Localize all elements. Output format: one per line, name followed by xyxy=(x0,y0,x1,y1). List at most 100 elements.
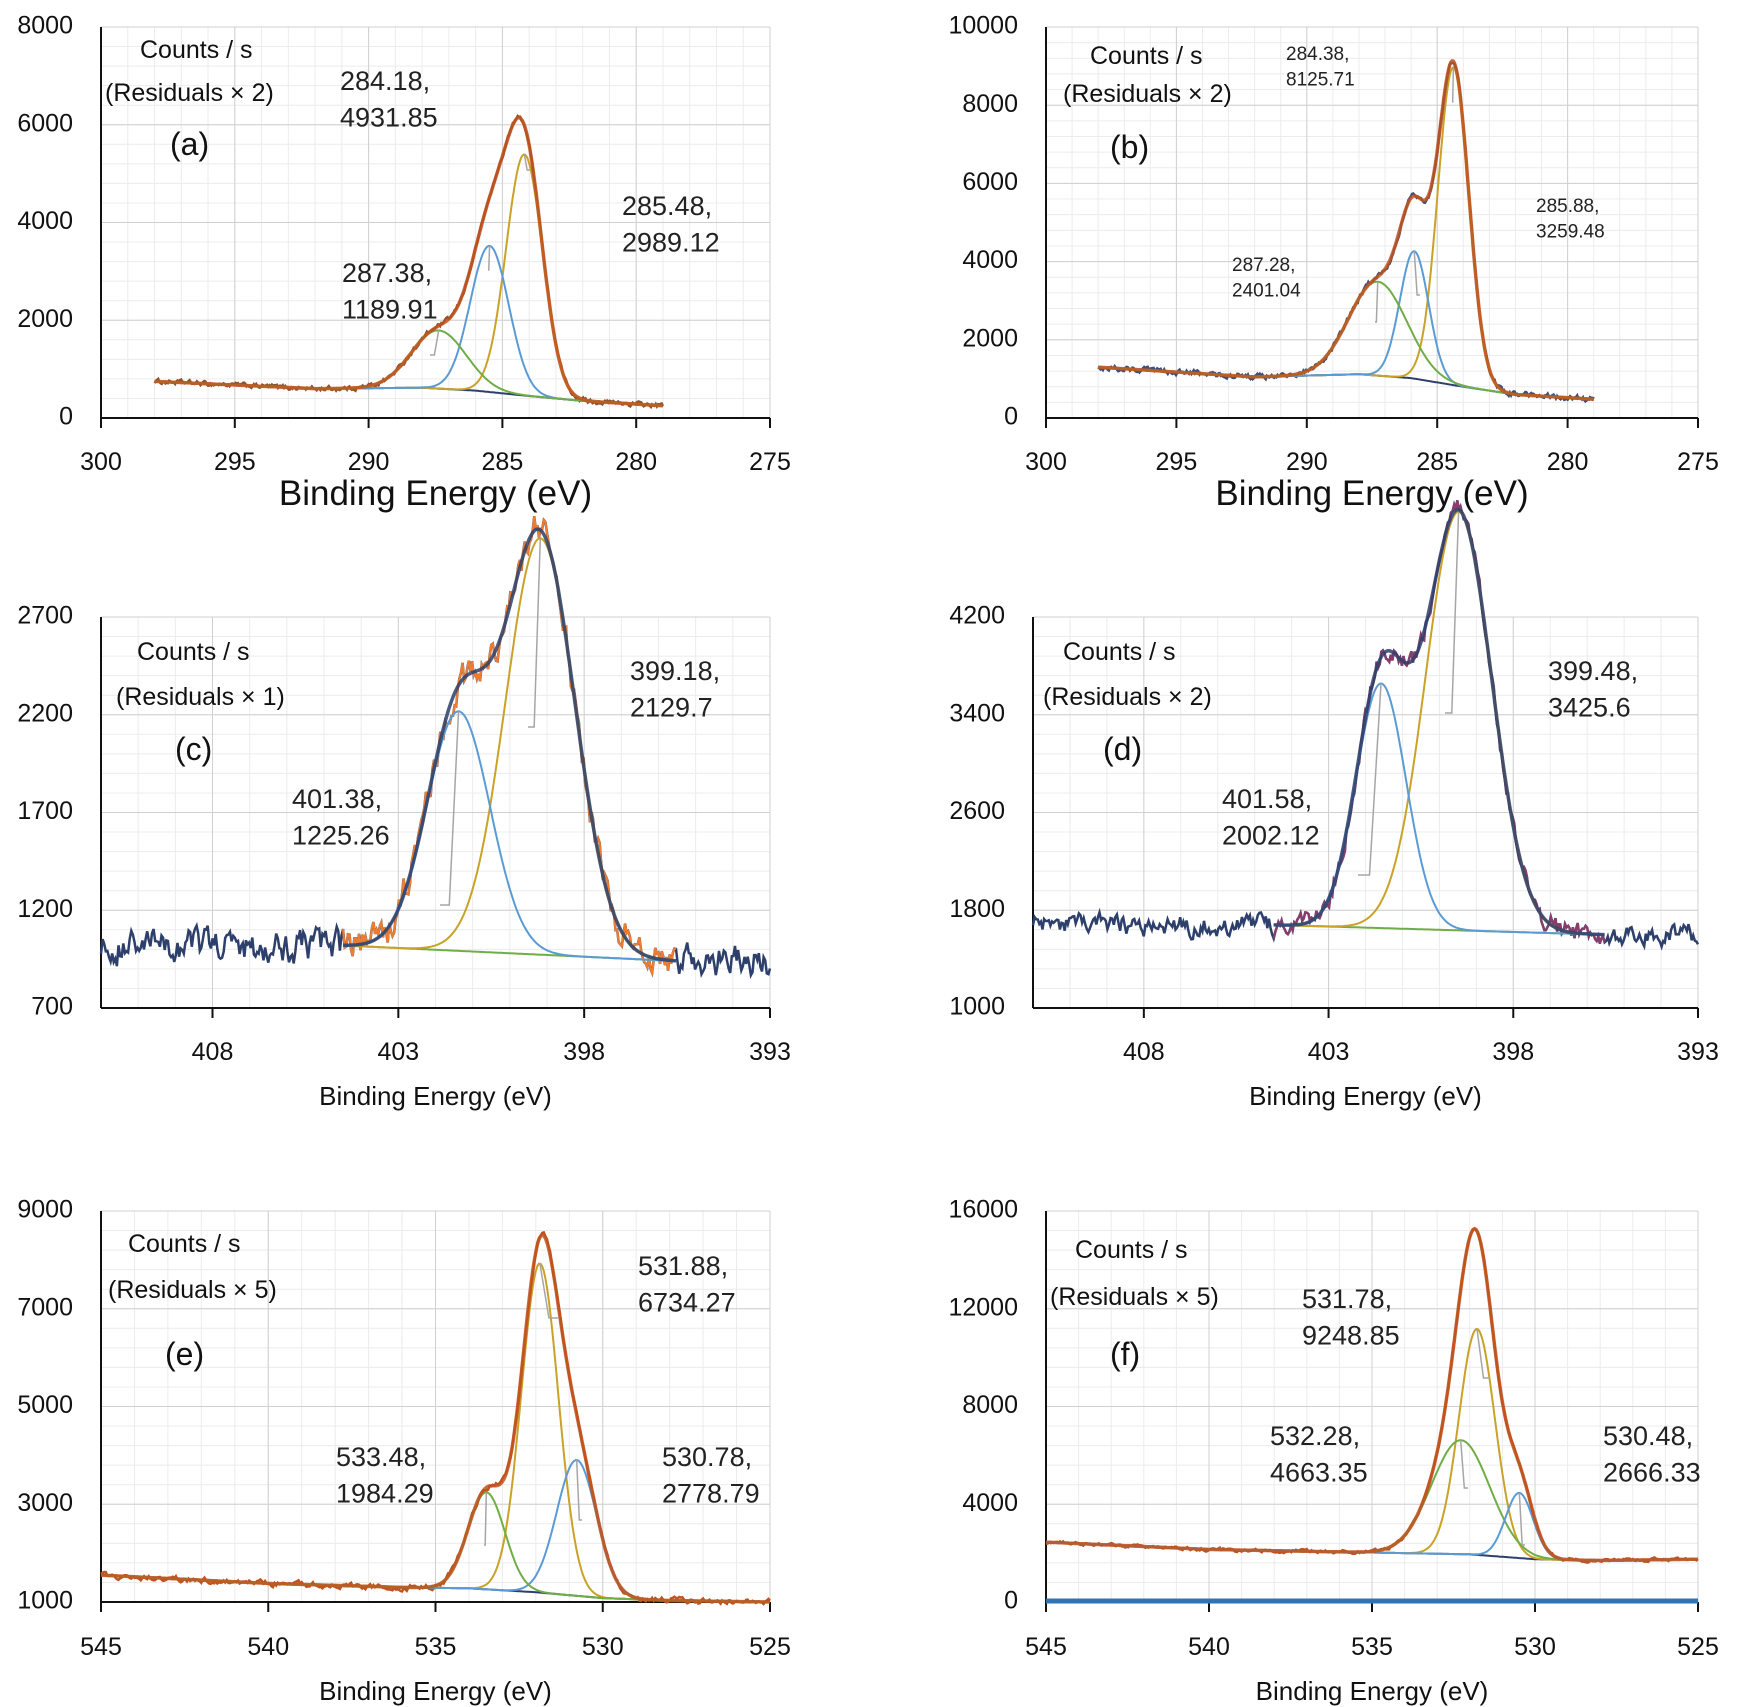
chart-panel-a: 0 2000 4000 6000 8000 300 295 290 285 280 275 284.1… xyxy=(17,12,790,513)
y-tick-label: 10000 xyxy=(948,12,1018,40)
y-axis-label-residuals: (Residuals × 2) xyxy=(1063,80,1232,108)
y-tick-label: 2700 xyxy=(17,602,73,630)
y-tick-label: 7000 xyxy=(17,1293,73,1321)
peak-label-line: 399.48, xyxy=(1548,656,1638,686)
x-tick-label: 295 xyxy=(214,448,256,476)
y-tick-label: 5000 xyxy=(17,1391,73,1419)
envelope-line xyxy=(154,115,664,408)
envelope-line xyxy=(343,527,677,963)
peak-label: 287.38, 1189.91 xyxy=(342,258,438,324)
panel-label: (d) xyxy=(1103,731,1142,767)
peak-label: 284.18, 4931.85 xyxy=(340,66,438,132)
y-axis-label-residuals: (Residuals × 5) xyxy=(1050,1283,1219,1311)
peak-label-line: 9248.85 xyxy=(1302,1320,1400,1350)
peak-label-line: 531.88, xyxy=(638,1251,728,1281)
x-tick-label: 525 xyxy=(749,1633,791,1661)
chart-panel-b: 0 2000 4000 6000 8000 10000 300 295 290 285 280 275… xyxy=(948,12,1718,513)
y-tick-label: 1000 xyxy=(949,993,1005,1021)
x-tick-label: 398 xyxy=(563,1038,605,1066)
y-axis-label-counts: Counts / s xyxy=(128,1230,241,1258)
peak-label-leader xyxy=(1445,511,1460,714)
y-tick-label: 0 xyxy=(59,403,73,431)
peak-label: 532.28, 4663.35 xyxy=(1270,1421,1368,1487)
y-axis-label-counts: Counts / s xyxy=(137,638,250,666)
x-tick-label: 403 xyxy=(1308,1038,1350,1066)
x-tick-label: 408 xyxy=(192,1038,234,1066)
peak-label-leader xyxy=(1413,251,1420,296)
peak-component-line xyxy=(1098,280,1594,401)
peak-label-line: 3259.48 xyxy=(1536,222,1605,243)
peak-label-line: 284.18, xyxy=(340,66,430,96)
y-tick-label: 3400 xyxy=(949,699,1005,727)
peak-label-line: 1225.26 xyxy=(292,820,390,850)
peak-label-line: 287.38, xyxy=(342,258,432,288)
peak-label-line: 287.28, xyxy=(1232,255,1295,276)
envelope-line xyxy=(1045,1226,1699,1563)
y-tick-label: 2600 xyxy=(949,797,1005,825)
x-tick-label: 290 xyxy=(348,448,390,476)
peak-label: 401.58, 2002.12 xyxy=(1222,784,1320,850)
envelope-line xyxy=(1273,507,1605,937)
peak-label-line: 533.48, xyxy=(336,1442,426,1472)
peak-label-line: 4931.85 xyxy=(340,102,438,132)
y-axis-label-counts: Counts / s xyxy=(140,36,253,64)
y-axis-label-residuals: (Residuals × 1) xyxy=(116,683,285,711)
y-tick-label: 0 xyxy=(1004,403,1018,431)
y-tick-label: 2000 xyxy=(17,305,73,333)
peak-label-leader xyxy=(1459,1440,1468,1489)
x-axis-label: Binding Energy (eV) xyxy=(1256,1676,1489,1706)
x-tick-label: 285 xyxy=(482,448,524,476)
x-tick-label: 300 xyxy=(1025,448,1067,476)
peak-label-leader xyxy=(488,245,491,271)
x-tick-label: 280 xyxy=(615,448,657,476)
envelope-line xyxy=(100,1232,770,1604)
y-tick-label: 2000 xyxy=(962,324,1018,352)
y-tick-label: 1800 xyxy=(949,895,1005,923)
panel-label: (c) xyxy=(175,731,212,767)
peak-label-line: 285.48, xyxy=(622,191,712,221)
peak-label-line: 6734.27 xyxy=(638,1287,736,1317)
peak-component-line xyxy=(1098,66,1594,401)
peak-label-line: 2778.79 xyxy=(662,1478,760,1508)
peak-label-leader xyxy=(1451,67,1455,103)
x-tick-label: 275 xyxy=(1677,448,1719,476)
x-axis-label: Binding Energy (eV) xyxy=(319,1676,552,1706)
x-tick-label: 525 xyxy=(1677,1633,1719,1661)
y-tick-label: 6000 xyxy=(17,109,73,137)
y-tick-label: 16000 xyxy=(948,1196,1018,1224)
peak-label-line: 530.78, xyxy=(662,1442,752,1472)
peak-label-line: 530.48, xyxy=(1603,1421,1693,1451)
peak-label: 399.48, 3425.6 xyxy=(1548,656,1638,722)
peak-label-leader xyxy=(539,1263,558,1319)
peak-label-line: 2401.04 xyxy=(1232,281,1301,302)
peak-label-line: 401.58, xyxy=(1222,784,1312,814)
panel-label: (f) xyxy=(1110,1336,1140,1372)
peak-label-line: 4663.35 xyxy=(1270,1457,1368,1487)
peak-label: 530.78, 2778.79 xyxy=(662,1442,760,1508)
x-tick-label: 540 xyxy=(247,1633,289,1661)
x-axis-label: Binding Energy (eV) xyxy=(1249,1081,1482,1111)
peak-label-line: 532.28, xyxy=(1270,1421,1360,1451)
x-tick-label: 393 xyxy=(749,1038,791,1066)
peak-label-line: 284.38, xyxy=(1286,44,1349,65)
y-tick-label: 8000 xyxy=(962,90,1018,118)
peak-label-line: 2666.33 xyxy=(1603,1457,1701,1487)
peak-label-leader xyxy=(440,711,460,906)
raw-data-line xyxy=(1097,61,1595,404)
panel-label: (a) xyxy=(170,126,209,162)
x-tick-label: 290 xyxy=(1286,448,1328,476)
y-axis-label-residuals: (Residuals × 2) xyxy=(105,79,274,107)
y-tick-label: 3000 xyxy=(17,1489,73,1517)
peak-label-line: 2002.12 xyxy=(1222,820,1320,850)
peak-label: 531.78, 9248.85 xyxy=(1302,1284,1400,1350)
y-tick-label: 6000 xyxy=(962,168,1018,196)
x-tick-label: 545 xyxy=(80,1633,122,1661)
x-tick-label: 285 xyxy=(1416,448,1458,476)
panel-label: (e) xyxy=(165,1336,204,1372)
peak-label: 530.48, 2666.33 xyxy=(1603,1421,1701,1487)
x-tick-label: 530 xyxy=(582,1633,624,1661)
y-tick-label: 0 xyxy=(1004,1587,1018,1615)
peak-label: 287.28, 2401.04 xyxy=(1232,255,1301,302)
